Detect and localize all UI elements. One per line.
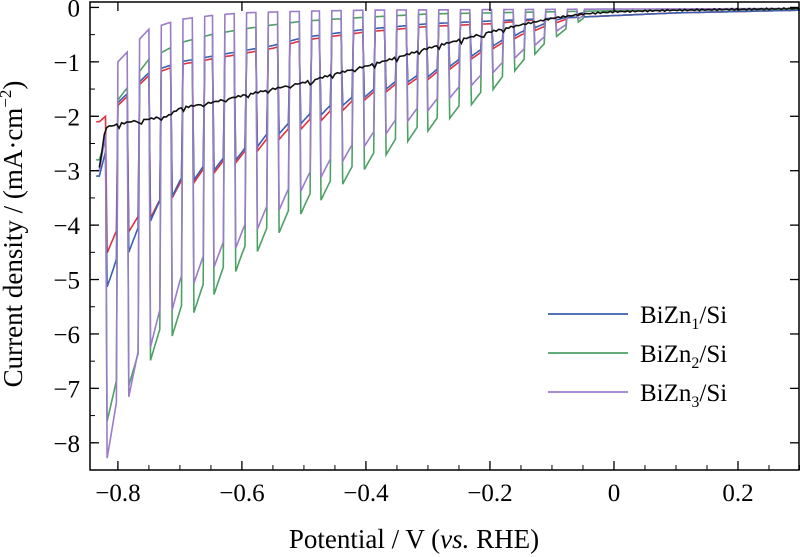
y-axis-label: Current density / (mA·cm−2) (0, 81, 28, 388)
legend-label: BiZn2/Si (640, 341, 727, 372)
y-tick-label: −2 (53, 104, 80, 131)
y-tick-label: −4 (53, 213, 80, 240)
x-tick-label: 0 (608, 480, 621, 507)
y-tick-label: −5 (53, 268, 80, 295)
y-tick-label: −7 (53, 376, 80, 403)
y-tick-label: −8 (53, 431, 80, 458)
legend: BiZn1/Si BiZn2/Si BiZn3/Si (548, 302, 727, 411)
x-tick-label: −0.4 (343, 480, 389, 507)
y-tick-label: −1 (53, 50, 80, 77)
legend-label: BiZn1/Si (640, 302, 727, 333)
y-tick-label: 0 (68, 0, 81, 22)
legend-label: BiZn3/Si (640, 380, 727, 411)
x-axis-label: Potential / V (vs. RHE) (289, 524, 539, 554)
x-tick-label: 0.2 (722, 480, 753, 507)
series-line-series-4 (98, 6, 800, 168)
series-layer (96, 6, 800, 459)
y-tick-label: −3 (53, 159, 80, 186)
plot-frame (89, 1, 800, 471)
x-tick-label: −0.6 (219, 480, 264, 507)
axes-layer: −0.8 −0.6 −0.4 −0.2 0 0.2 0 −1 −2 −3 −4 −5 −6 −7 −8 (53, 0, 800, 507)
series-line-bizn3-si (96, 7, 800, 459)
y-tick-label: −6 (53, 322, 80, 349)
x-tick-label: −0.8 (95, 480, 140, 507)
x-tick-label: −0.2 (467, 480, 512, 507)
